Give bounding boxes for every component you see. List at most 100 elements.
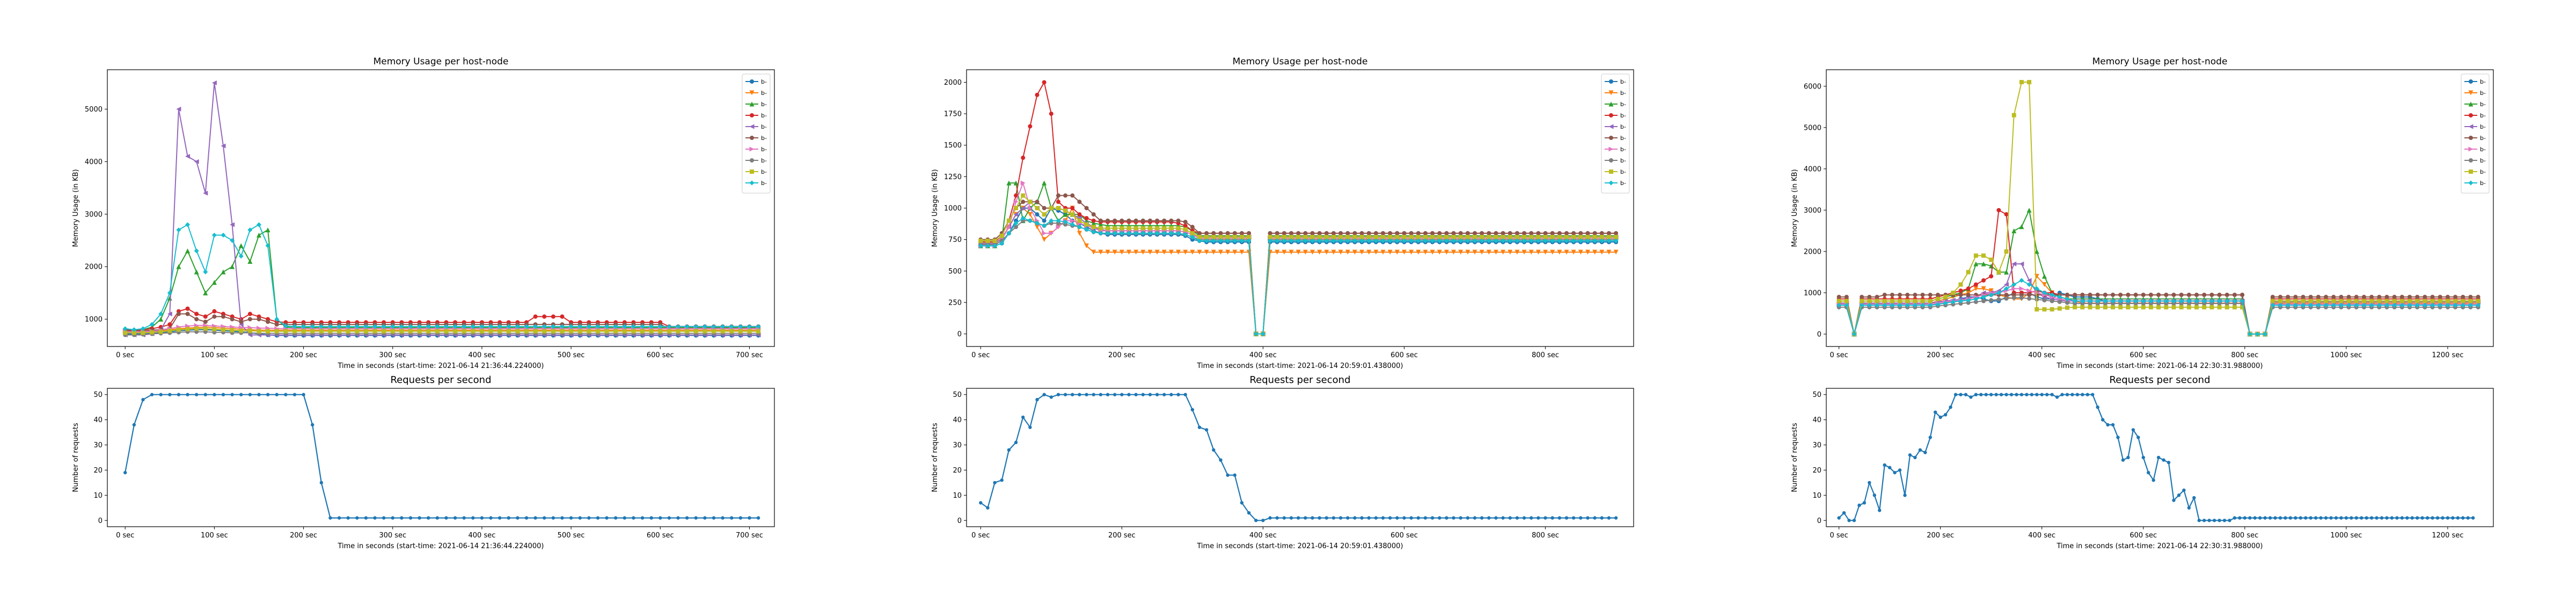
data-point (2222, 519, 2227, 522)
data-point (1535, 238, 1541, 244)
data-point (2148, 305, 2153, 309)
data-point (1183, 219, 1188, 224)
data-point (2095, 305, 2100, 309)
data-point (1113, 393, 1117, 396)
data-point (1042, 237, 1047, 242)
data-point (488, 329, 493, 334)
data-point (1928, 292, 1933, 297)
data-point (1106, 218, 1110, 223)
data-point (141, 397, 145, 402)
y-tick-label: 1750 (944, 110, 962, 119)
data-point (2286, 294, 2290, 299)
legend-label: b- (761, 123, 767, 130)
data-point (1013, 199, 1019, 204)
data-point (2202, 301, 2207, 306)
data-point (185, 327, 190, 331)
data-point (560, 516, 564, 520)
data-point (1162, 393, 1166, 396)
data-point (1021, 193, 1026, 198)
data-point (230, 328, 235, 333)
data-point (1099, 393, 1103, 396)
data-point (1197, 425, 1202, 429)
data-point (1529, 516, 1533, 520)
data-point (1310, 231, 1315, 235)
data-point (1105, 249, 1110, 255)
data-point (1430, 234, 1435, 239)
data-point (212, 327, 217, 331)
data-point (1098, 222, 1103, 227)
data-point (1585, 238, 1591, 244)
data-point (2163, 298, 2169, 304)
data-point (186, 393, 189, 396)
data-point (1077, 212, 1082, 217)
legend-item: b- (1605, 180, 1626, 187)
data-point (1331, 231, 1336, 235)
data-point (676, 329, 680, 334)
data-point (2118, 305, 2123, 309)
data-point (2468, 294, 2473, 299)
legend-item: b- (2464, 90, 2486, 97)
data-point (1324, 234, 1329, 239)
data-point (1006, 218, 1011, 223)
data-point (1536, 231, 1541, 235)
chart-title: Requests per second (390, 374, 491, 386)
data-point (1514, 234, 1519, 239)
data-point (211, 232, 217, 238)
data-point (337, 329, 342, 334)
data-point (1543, 231, 1548, 235)
data-point (194, 269, 199, 275)
data-point (1458, 234, 1463, 239)
data-point (2438, 299, 2442, 304)
data-point (1162, 226, 1167, 231)
data-point (1913, 299, 1918, 304)
data-point (1233, 473, 1237, 477)
data-point (337, 516, 341, 520)
data-point (2354, 299, 2359, 304)
y-tick-label: 20 (1812, 467, 1821, 475)
data-point (1614, 516, 1618, 520)
data-point (1943, 300, 1948, 306)
data-point (1261, 519, 1265, 522)
data-point (203, 326, 208, 331)
data-point (1239, 234, 1244, 239)
data-point (1183, 393, 1187, 396)
data-point (2103, 298, 2108, 304)
data-point (1359, 249, 1365, 255)
data-point (1592, 231, 1597, 235)
data-point (685, 329, 690, 334)
data-point (720, 324, 726, 329)
data-point (1867, 299, 1872, 304)
data-point (2376, 303, 2382, 308)
data-point (2268, 516, 2272, 520)
data-point (283, 323, 288, 329)
data-point (2301, 299, 2306, 304)
data-point (1988, 292, 1994, 298)
data-point (1479, 238, 1484, 244)
data-point (1905, 303, 1910, 308)
data-point (2111, 423, 2115, 427)
data-point (1966, 300, 1971, 305)
data-point (1133, 231, 1139, 236)
data-point (2004, 292, 2009, 297)
data-point (1042, 180, 1047, 186)
data-point (1487, 516, 1491, 520)
data-point (2126, 292, 2131, 297)
data-point (1486, 249, 1491, 255)
data-point (1416, 234, 1421, 239)
data-point (140, 326, 145, 331)
data-point (1310, 234, 1315, 239)
data-point (2156, 301, 2161, 306)
legend: b-b-b-b-b-b-b-b-b-b- (2461, 73, 2490, 194)
data-point (1218, 231, 1223, 235)
data-point (1395, 231, 1400, 235)
data-point (1268, 238, 1273, 244)
data-point (712, 329, 716, 334)
data-point (239, 393, 243, 396)
data-point (1966, 270, 1971, 275)
data-point (1140, 249, 1146, 255)
data-point (2361, 294, 2366, 299)
data-point (2027, 296, 2032, 301)
data-point (2410, 516, 2414, 520)
data-point (418, 516, 421, 520)
data-point (1959, 393, 1963, 396)
